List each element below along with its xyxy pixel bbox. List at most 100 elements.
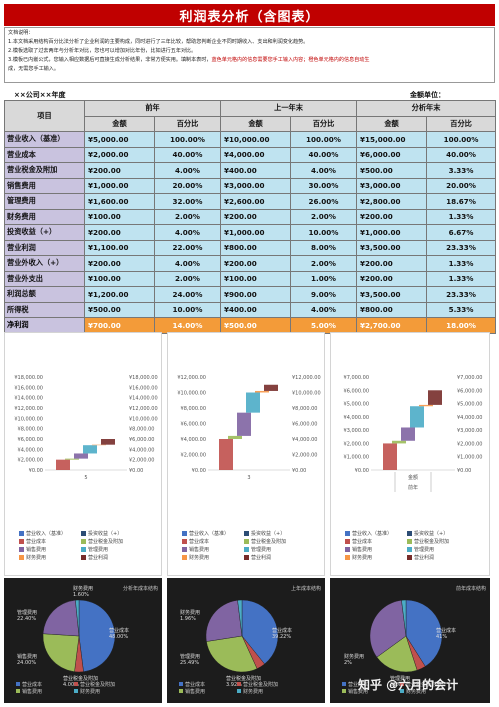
pie-legend-swatch	[400, 689, 404, 693]
amount-cell[interactable]: ¥2,000.00	[84, 146, 155, 163]
amount-cell[interactable]: ¥100.00	[84, 270, 155, 287]
percent-cell[interactable]: 30.00%	[290, 177, 358, 194]
legend-swatch	[345, 547, 350, 552]
amount-cell[interactable]: ¥1,000.00	[356, 224, 428, 241]
percent-cell[interactable]: 24.00%	[153, 286, 222, 303]
pie-legend-swatch	[16, 682, 20, 686]
percent-cell[interactable]: 23.33%	[426, 286, 497, 303]
x-tick-label: 金额	[408, 474, 418, 481]
y-tick-label: ¥2,000.00	[181, 453, 206, 459]
pie-title: 前年成本结构	[456, 585, 486, 592]
legend-label: 营业税金及附加	[88, 538, 123, 545]
amount-cell[interactable]: ¥400.00	[220, 162, 292, 179]
percent-cell[interactable]: 18.67%	[426, 193, 497, 210]
amount-cell[interactable]: ¥2,800.00	[356, 193, 428, 210]
y-tick-label: ¥6,000.00	[457, 388, 482, 394]
pie-chart-two-years-ago: 前年成本结构 营业成本 41% 管理费用 33% 财务费用 2% 营业成本 营业税金及附加 销售费…	[330, 578, 490, 703]
amount-cell[interactable]: ¥700.00	[84, 317, 155, 334]
percent-cell[interactable]: 4.00%	[153, 255, 222, 272]
percent-cell[interactable]: 4.00%	[153, 224, 222, 241]
percent-cell[interactable]: 20.00%	[426, 177, 497, 194]
amount-cell[interactable]: ¥500.00	[356, 162, 428, 179]
percent-cell[interactable]: 2.00%	[290, 255, 358, 272]
amount-cell[interactable]: ¥500.00	[220, 317, 292, 334]
amount-cell[interactable]: ¥200.00	[84, 224, 155, 241]
pie-data-label-name: 财务费用	[180, 609, 200, 616]
amount-cell[interactable]: ¥3,000.00	[356, 177, 428, 194]
amount-cell[interactable]: ¥200.00	[220, 208, 292, 225]
y-tick-label: ¥5,000.00	[457, 402, 482, 408]
percent-cell[interactable]: 26.00%	[290, 193, 358, 210]
legend-swatch	[81, 547, 86, 552]
bar-segment	[428, 390, 442, 405]
bar-segment	[410, 406, 424, 428]
amount-cell[interactable]: ¥400.00	[220, 301, 292, 318]
percent-cell[interactable]: 100.00%	[290, 131, 358, 148]
percent-cell[interactable]: 40.00%	[426, 146, 497, 163]
percent-cell[interactable]: 32.00%	[153, 193, 222, 210]
amount-cell[interactable]: ¥3,000.00	[220, 177, 292, 194]
amount-cell[interactable]: ¥800.00	[220, 239, 292, 256]
legend-label: 营业成本	[189, 538, 209, 545]
amount-cell[interactable]: ¥800.00	[356, 301, 428, 318]
percent-cell[interactable]: 5.00%	[290, 317, 358, 334]
amount-cell[interactable]: ¥1,000.00	[84, 177, 155, 194]
percent-cell[interactable]: 1.00%	[290, 270, 358, 287]
amount-cell[interactable]: ¥2,600.00	[220, 193, 292, 210]
amount-cell[interactable]: ¥3,500.00	[356, 286, 428, 303]
percent-cell[interactable]: 100.00%	[426, 131, 497, 148]
amount-cell[interactable]: ¥10,000.00	[220, 131, 292, 148]
amount-cell[interactable]: ¥1,600.00	[84, 193, 155, 210]
amount-cell[interactable]: ¥900.00	[220, 286, 292, 303]
percent-cell[interactable]: 10.00%	[290, 224, 358, 241]
amount-cell[interactable]: ¥200.00	[84, 255, 155, 272]
percent-cell[interactable]: 9.00%	[290, 286, 358, 303]
amount-cell[interactable]: ¥1,100.00	[84, 239, 155, 256]
y-tick-label: ¥12,000.00	[14, 406, 43, 412]
percent-cell[interactable]: 4.00%	[290, 301, 358, 318]
amount-cell[interactable]: ¥1,200.00	[84, 286, 155, 303]
amount-cell[interactable]: ¥15,000.00	[356, 131, 428, 148]
legend-swatch	[182, 539, 187, 544]
percent-cell[interactable]: 20.00%	[153, 177, 222, 194]
percent-cell[interactable]: 2.00%	[153, 208, 222, 225]
amount-cell[interactable]: ¥200.00	[356, 255, 428, 272]
percent-cell[interactable]: 100.00%	[153, 131, 222, 148]
amount-cell[interactable]: ¥200.00	[84, 162, 155, 179]
percent-cell[interactable]: 2.00%	[153, 270, 222, 287]
amount-cell[interactable]: ¥3,500.00	[356, 239, 428, 256]
percent-cell[interactable]: 6.67%	[426, 224, 497, 241]
amount-cell[interactable]: ¥6,000.00	[356, 146, 428, 163]
percent-cell[interactable]: 3.33%	[426, 162, 497, 179]
percent-cell[interactable]: 40.00%	[153, 146, 222, 163]
amount-cell[interactable]: ¥100.00	[220, 270, 292, 287]
amount-cell[interactable]: ¥200.00	[356, 208, 428, 225]
amount-cell[interactable]: ¥1,000.00	[220, 224, 292, 241]
percent-cell[interactable]: 10.00%	[153, 301, 222, 318]
percent-cell[interactable]: 8.00%	[290, 239, 358, 256]
percent-cell[interactable]: 1.33%	[426, 208, 497, 225]
y-tick-label: ¥10,000.00	[292, 391, 321, 397]
percent-cell[interactable]: 1.33%	[426, 255, 497, 272]
table-row: 利润总额 ¥1,200.00 24.00% ¥900.00 9.00% ¥3,500.00…	[4, 286, 497, 303]
amount-cell[interactable]: ¥4,000.00	[220, 146, 292, 163]
percent-cell[interactable]: 23.33%	[426, 239, 497, 256]
percent-cell[interactable]: 4.00%	[153, 162, 222, 179]
percent-cell[interactable]: 18.00%	[426, 317, 497, 334]
percent-cell[interactable]: 22.00%	[153, 239, 222, 256]
amount-cell[interactable]: ¥5,000.00	[84, 131, 155, 148]
amount-cell[interactable]: ¥2,700.00	[356, 317, 428, 334]
percent-cell[interactable]: 4.00%	[290, 162, 358, 179]
stacked-bar-chart-2: ¥12,000.00 ¥12,000.00 ¥10,000.00 ¥10,000.00…	[167, 332, 325, 576]
amount-cell[interactable]: ¥500.00	[84, 301, 155, 318]
percent-cell[interactable]: 5.33%	[426, 301, 497, 318]
percent-cell[interactable]: 2.00%	[290, 208, 358, 225]
amount-cell[interactable]: ¥100.00	[84, 208, 155, 225]
amount-cell[interactable]: ¥200.00	[356, 270, 428, 287]
percent-cell[interactable]: 14.00%	[153, 317, 222, 334]
legend-swatch	[345, 539, 350, 544]
notes-line-3b: 蓝色单元格内的信息需要您手工输入内容；橙色单元格内的信息自动生	[211, 57, 370, 63]
amount-cell[interactable]: ¥200.00	[220, 255, 292, 272]
percent-cell[interactable]: 40.00%	[290, 146, 358, 163]
percent-cell[interactable]: 1.33%	[426, 270, 497, 287]
